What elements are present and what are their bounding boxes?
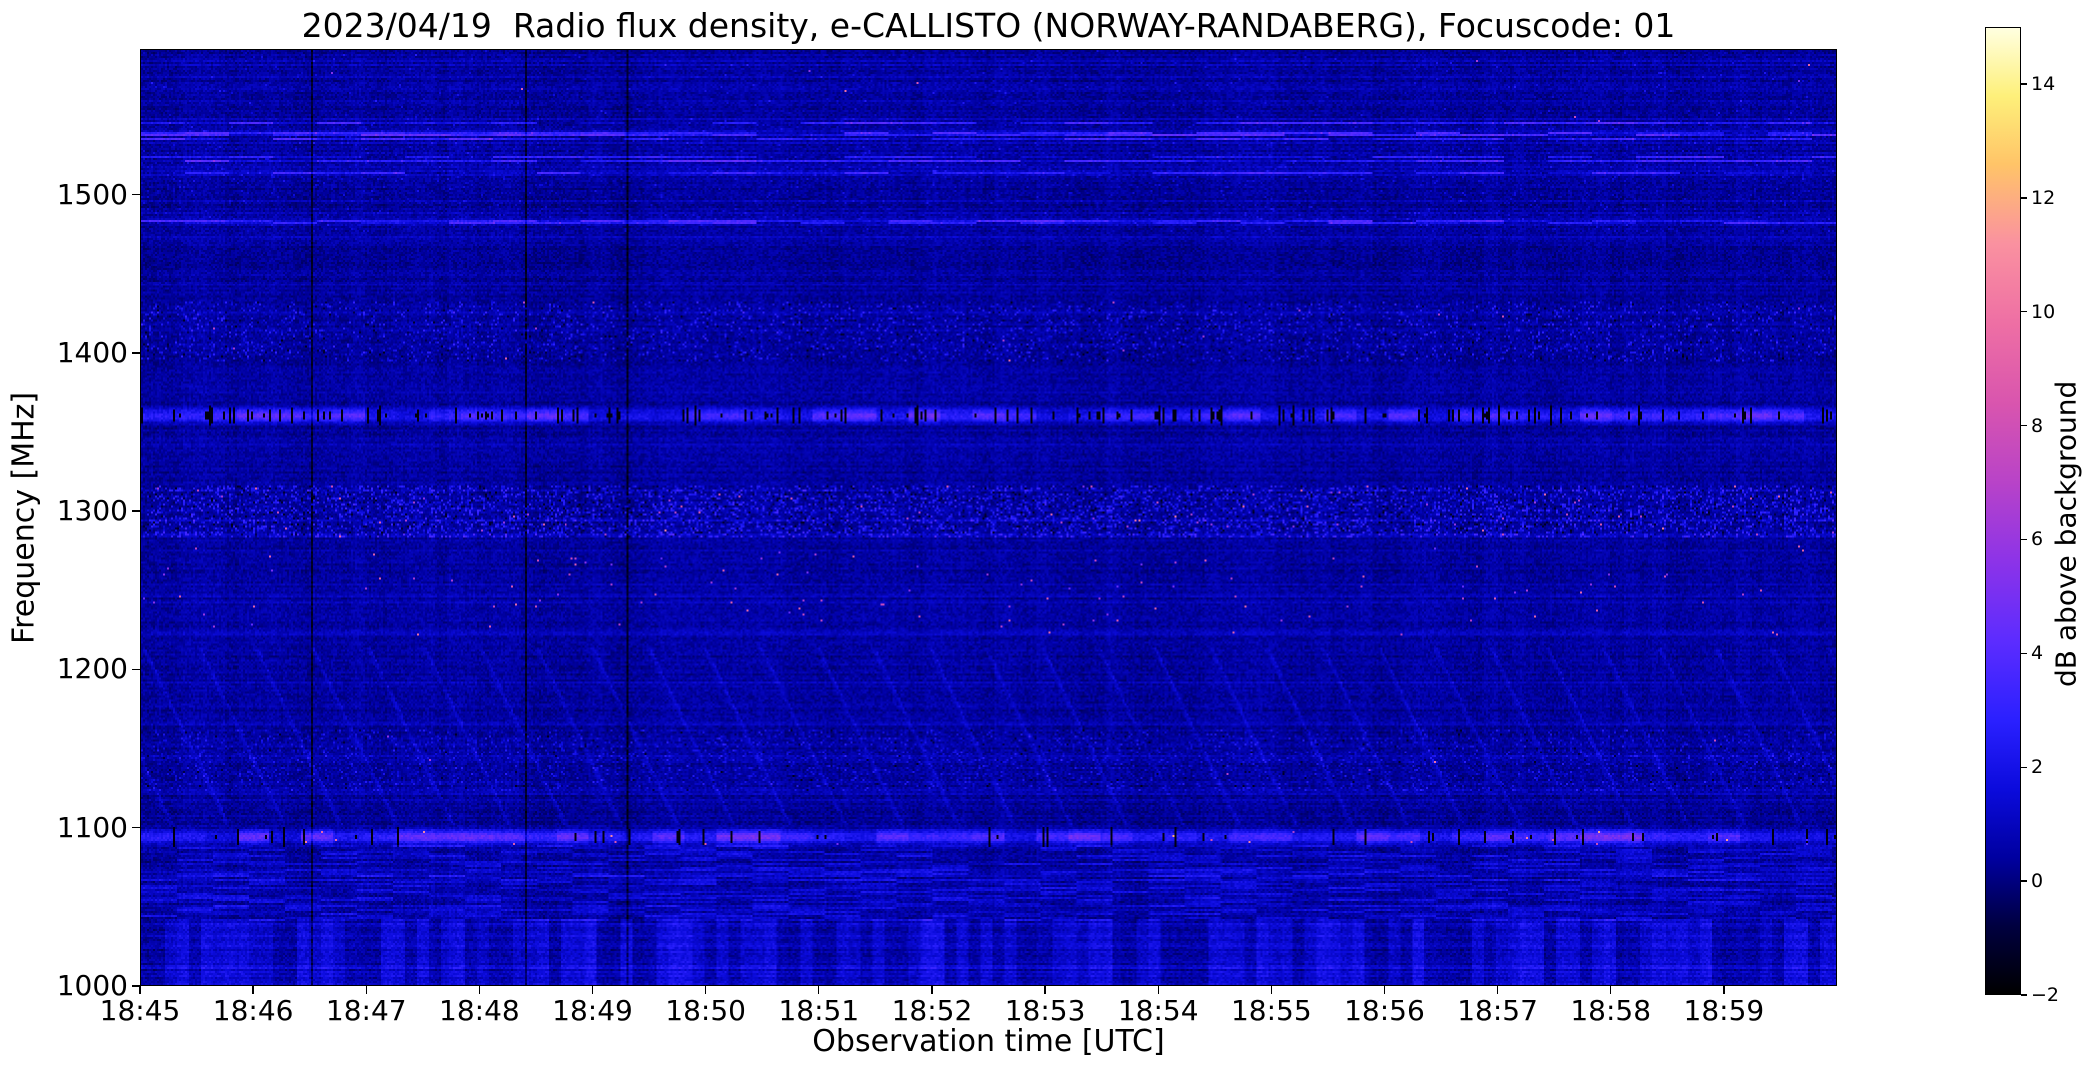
x-tick-label: 18:46 xyxy=(212,994,294,1027)
x-tick-mark xyxy=(1723,986,1725,994)
x-tick-mark xyxy=(1383,986,1386,994)
y-tick-mark xyxy=(132,827,140,829)
y-tick-mark xyxy=(132,668,140,671)
x-tick-label: 18:59 xyxy=(1683,994,1765,1027)
x-tick-label: 18:56 xyxy=(1344,994,1425,1027)
colorbar-tick-mark xyxy=(2021,538,2027,541)
y-tick-mark xyxy=(132,510,140,512)
x-tick-label: 18:53 xyxy=(1004,994,1086,1027)
colorbar-tick-label: 8 xyxy=(2031,414,2044,437)
y-tick-mark xyxy=(132,193,140,196)
x-tick-mark xyxy=(252,986,254,994)
x-tick-label: 18:49 xyxy=(552,994,633,1027)
colorbar-tick-label: 12 xyxy=(2031,186,2056,209)
colorbar xyxy=(1985,27,2021,995)
x-tick-mark xyxy=(704,986,707,994)
colorbar-tick-mark xyxy=(2021,311,2027,313)
spectrogram-canvas xyxy=(141,50,1836,985)
colorbar-tick-label: 0 xyxy=(2031,870,2044,893)
x-tick-label: 18:55 xyxy=(1230,994,1312,1027)
colorbar-tick-mark xyxy=(2021,766,2027,768)
x-tick-mark xyxy=(1270,986,1273,994)
colorbar-tick-label: 6 xyxy=(2031,528,2044,551)
x-tick-mark xyxy=(1496,986,1499,994)
colorbar-gradient xyxy=(1986,28,2020,994)
x-tick-mark xyxy=(1157,986,1159,994)
x-axis-label: Observation time [UTC] xyxy=(812,1024,1165,1059)
colorbar-tick-label: −2 xyxy=(2031,984,2060,1006)
plot-area xyxy=(140,49,1837,986)
colorbar-label: dB above background xyxy=(2049,380,2083,687)
x-tick-mark xyxy=(591,986,594,994)
x-tick-label: 18:45 xyxy=(99,994,181,1027)
colorbar-tick-mark xyxy=(2021,197,2027,199)
x-tick-label: 18:48 xyxy=(439,994,520,1027)
x-tick-label: 18:58 xyxy=(1570,994,1652,1027)
x-tick-label: 18:57 xyxy=(1457,994,1538,1027)
x-tick-mark xyxy=(1610,986,1612,994)
x-tick-mark xyxy=(1044,986,1046,994)
y-tick-label: 1500 xyxy=(56,177,128,211)
x-tick-label: 18:52 xyxy=(891,994,973,1027)
colorbar-tick-mark xyxy=(2021,880,2027,882)
chart-title: 2023/04/19 Radio flux density, e-CALLIST… xyxy=(301,6,1676,45)
y-tick-label: 1100 xyxy=(56,810,128,844)
y-tick-mark xyxy=(132,352,140,354)
colorbar-tick-label: 10 xyxy=(2031,300,2056,323)
y-tick-label: 1000 xyxy=(56,969,128,1002)
y-tick-mark xyxy=(132,985,140,987)
x-tick-mark xyxy=(931,986,933,994)
colorbar-tick-label: 14 xyxy=(2031,72,2056,95)
x-tick-label: 18:51 xyxy=(778,994,860,1027)
colorbar-tick-label: 4 xyxy=(2031,642,2044,665)
x-tick-mark xyxy=(365,986,367,994)
y-tick-label: 1300 xyxy=(56,494,128,528)
colorbar-tick-mark xyxy=(2021,652,2027,655)
colorbar-tick-mark xyxy=(2021,994,2027,996)
colorbar-tick-label: 2 xyxy=(2031,756,2044,779)
x-tick-mark xyxy=(478,986,481,994)
y-tick-label: 1200 xyxy=(56,652,128,686)
y-tick-label: 1400 xyxy=(56,335,128,369)
colorbar-tick-mark xyxy=(2021,83,2027,85)
colorbar-tick-mark xyxy=(2021,424,2027,427)
x-tick-mark xyxy=(139,986,141,994)
x-tick-label: 18:54 xyxy=(1117,994,1199,1027)
x-tick-label: 18:50 xyxy=(665,994,747,1027)
x-tick-label: 18:47 xyxy=(325,994,407,1027)
x-tick-mark xyxy=(818,986,820,994)
